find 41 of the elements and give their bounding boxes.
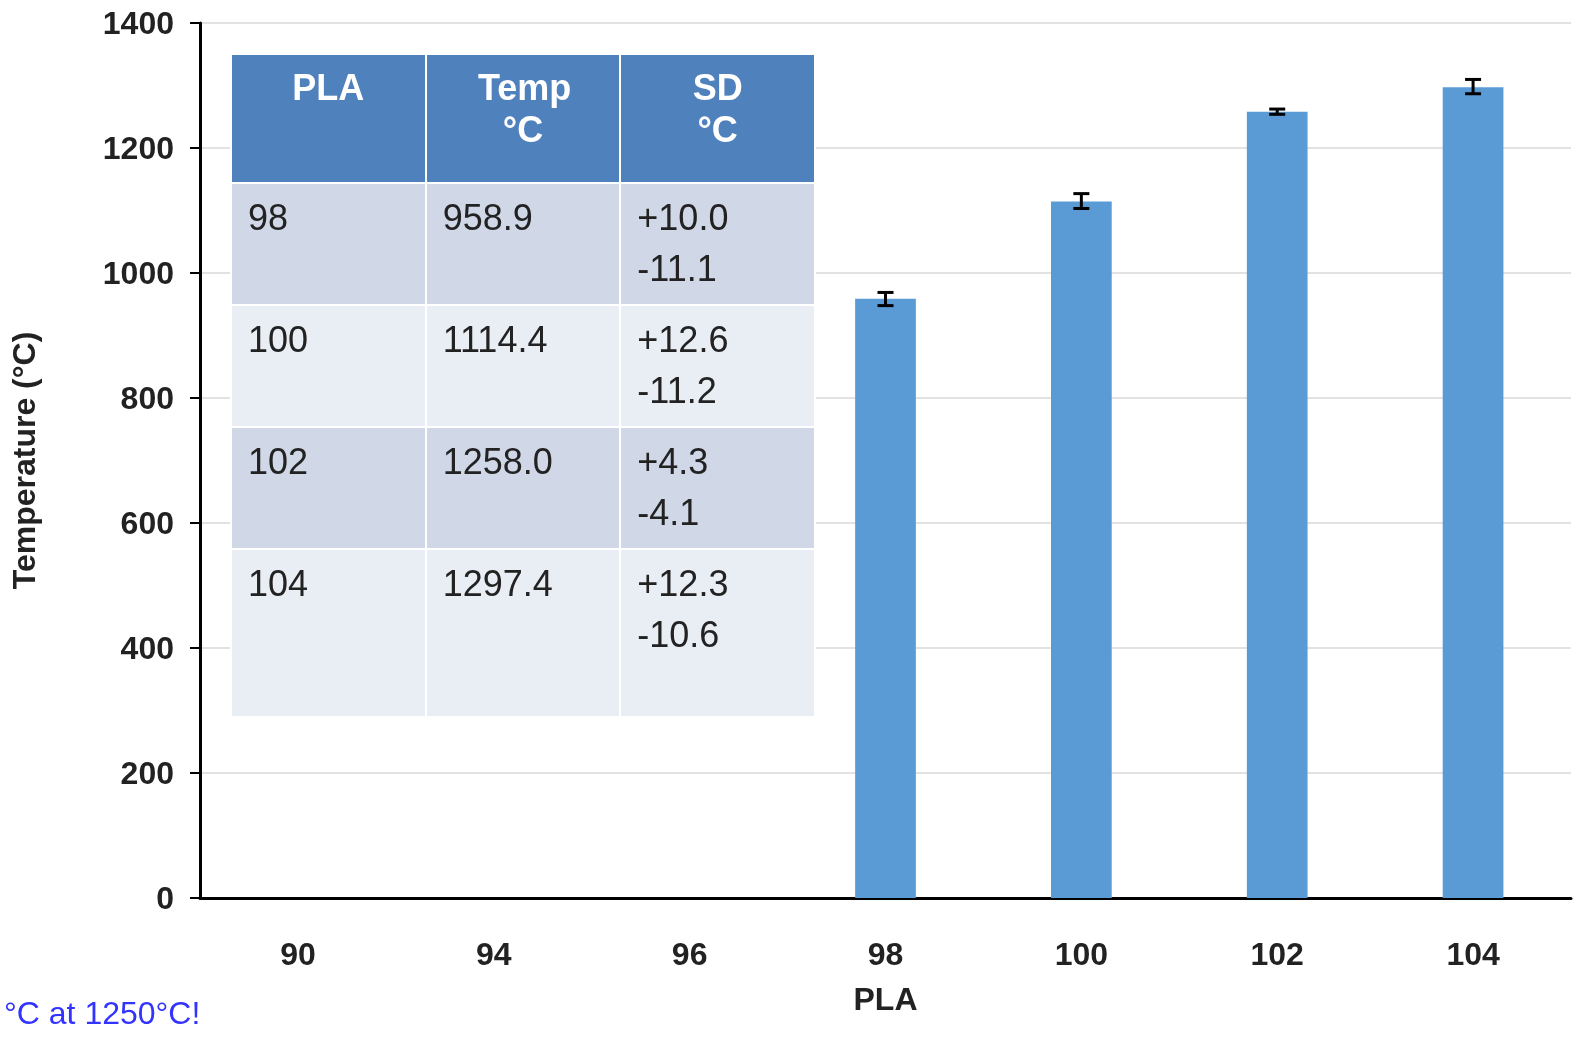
annotation: -11.1 [637,248,717,289]
y-tick-label: 800 [120,380,174,416]
y-tick-label: 200 [120,755,174,791]
text: PLA [853,981,918,1017]
x-axis-title: PLA [291,67,366,109]
x-tick-label: 102 [1250,936,1304,972]
bar [1051,201,1112,898]
y-tick-label: 600 [120,505,174,541]
annotation: -11.2 [637,370,717,411]
annotation: 100 [248,319,309,360]
annotation: 1114.4 [442,319,548,360]
x-tick-label: 96 [671,936,708,972]
annotation: +12.6 [637,319,729,360]
annotation: 1297.4 [442,563,553,604]
bar [855,298,916,898]
annotation: 1258.0 [442,441,553,482]
x-tick-label: 100 [1054,936,1109,972]
y-tick-label: 1400 [102,5,174,41]
annotation: 102 [248,441,309,482]
annotation: +4.3 [637,441,709,482]
y-tick-label: 1000 [102,255,174,291]
y-tick-label: 1200 [102,130,174,166]
annotation: -4.1 [637,492,700,533]
annotation: +10.0 [637,197,729,238]
y-axis-title: Temperature (°C) [6,331,42,590]
x-tick-label: 104 [1446,936,1500,972]
bar [1442,87,1504,898]
annotation: 958.9 [442,197,533,238]
y-tick-label: 400 [120,630,174,666]
y-tick-label: 0 [156,880,174,916]
annotation: 104 [248,563,309,604]
annotation: -10.6 [637,614,720,655]
annotation: +12.3 [637,563,729,604]
text: °C at 1250°C! [4,995,201,1032]
annotation: Temp °C [477,67,572,151]
annotation: SD °C [691,67,744,151]
x-tick-label: 98 [867,936,904,972]
x-tick-label: 90 [280,936,316,972]
bar [1246,111,1308,898]
annotation: 98 [248,197,289,238]
x-tick-label: 94 [475,936,512,972]
